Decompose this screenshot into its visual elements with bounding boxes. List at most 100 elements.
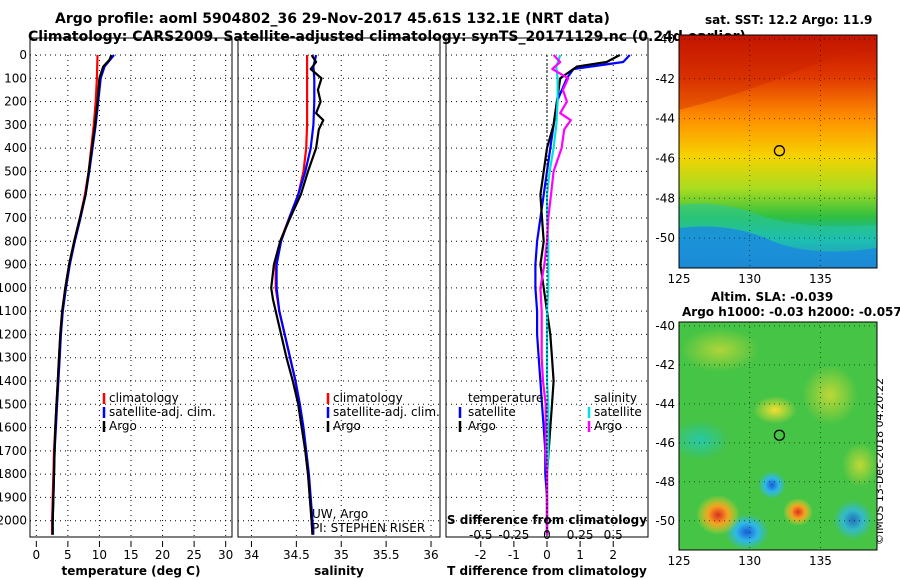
y-tick-label: 1900 — [0, 490, 27, 504]
sla-map: 125 130 135 -40 -42 -44 -46 -48 -50 — [655, 319, 878, 568]
series-line-temperature-argo — [539, 54, 621, 535]
sla-anomaly-low — [833, 500, 873, 540]
map-y-tick-label: -50 — [655, 231, 675, 245]
y-tick-label: 2000 — [0, 514, 27, 528]
figure-title-line1: Argo profile: aoml 5904802_36 29-Nov-201… — [55, 11, 610, 27]
x-tick-label: 35.5 — [373, 548, 400, 562]
plot-frame — [445, 37, 649, 538]
x-tick-label: 15 — [123, 548, 138, 562]
map-y-tick-label: -40 — [655, 32, 675, 46]
map-y-tick-label: -42 — [655, 358, 675, 372]
y-tick-label: 300 — [4, 118, 27, 132]
map-x-tick-label: 135 — [809, 272, 832, 286]
sst-axes: 125 130 135 -40 -42 -44 -46 -48 -50 — [655, 32, 877, 286]
series-line-argo — [270, 54, 325, 535]
plot-frame — [29, 37, 233, 538]
credit-institution: UW, Argo — [312, 507, 369, 521]
sla-anomaly-high — [696, 495, 740, 535]
x-tick-label: 34 — [244, 548, 259, 562]
sst-map: 125 130 135 -40 -42 -44 -46 -48 -50 — [655, 32, 878, 286]
x-tick-label: 0 — [32, 548, 40, 562]
y-tick-label: 1600 — [0, 421, 27, 435]
series-line-argo — [51, 54, 113, 535]
y-tick-label: 0 — [19, 48, 27, 62]
profile-panel-difference: -2 -1 0 1 2 T difference from climatology S di… — [445, 37, 649, 578]
y-tick-label: 1000 — [0, 281, 27, 295]
legend-label: climatology — [333, 391, 403, 405]
y-tick-label: 800 — [4, 234, 27, 248]
sla-anomaly-high — [680, 328, 760, 372]
x-tick-label: -2 — [475, 548, 487, 562]
y-tick-label: 900 — [4, 258, 27, 272]
secondary-tick-label: 0.25 — [567, 528, 594, 542]
map-y-tick-label: -46 — [655, 151, 675, 165]
series-line-satelliteadjclim — [275, 54, 318, 535]
y-tick-label: 1300 — [0, 351, 27, 365]
x-tick-label: 20 — [155, 548, 170, 562]
x-tick-label: 30 — [218, 548, 233, 562]
sla-anomaly-high — [842, 443, 877, 487]
map-y-tick-label: -44 — [655, 112, 675, 126]
x-tick-label: 1 — [576, 548, 584, 562]
pi-credit: UW, Argo PI: STEPHEN RISER — [312, 507, 425, 535]
sla-anomaly-high — [802, 365, 858, 425]
y-tick-label: 400 — [4, 141, 27, 155]
x-axis-label: salinity — [314, 564, 364, 578]
map-y-tick-label: -40 — [655, 319, 675, 333]
secondary-tick-label: -0.5 — [469, 528, 492, 542]
sst-warm-band — [679, 35, 877, 110]
legend-label: satellite-adj. clim. — [333, 405, 440, 419]
x-tick-label: -1 — [508, 548, 520, 562]
sla-frame — [678, 321, 878, 551]
legend-title: salinity — [594, 391, 637, 405]
sla-anomaly-low — [679, 420, 730, 460]
sst-cold-band — [679, 226, 877, 268]
legend-label: Argo — [109, 419, 137, 433]
legend-label: satellite-adj. clim. — [109, 405, 216, 419]
profile-panel-salinity: 34 34.5 35 35.5 36 salinity — [237, 37, 441, 578]
y-tick-label: 700 — [4, 211, 27, 225]
sst-map-title: sat. SST: 12.2 Argo: 11.9 — [705, 13, 873, 27]
secondary-tick-label: -0.25 — [498, 528, 529, 542]
legend-label: Argo — [594, 419, 622, 433]
y-tick-label: 1800 — [0, 467, 27, 481]
map-y-tick-label: -48 — [655, 191, 675, 205]
series-line-satelliteadjclim — [51, 54, 115, 535]
x-tick-label: 25 — [186, 548, 201, 562]
credit-pi: PI: STEPHEN RISER — [312, 521, 426, 535]
sla-axes: 125 130 135 -40 -42 -44 -46 -48 -50 — [655, 319, 877, 568]
map-x-tick-label: 130 — [738, 272, 761, 286]
map-y-tick-label: -44 — [655, 397, 675, 411]
y-tick-label: 1400 — [0, 374, 27, 388]
sla-anomaly-high — [783, 498, 813, 526]
y-tick-label: 1100 — [0, 304, 27, 318]
legend-label: Argo — [333, 419, 361, 433]
series-line-temperature-satellite — [534, 54, 631, 535]
sla-map-title: Altim. SLA: -0.039 — [711, 290, 834, 304]
sst-argo-location-marker — [773, 145, 786, 157]
x-tick-label: 34.5 — [283, 548, 310, 562]
x-tick-label: 0 — [543, 548, 551, 562]
map-y-tick-label: -50 — [655, 514, 675, 528]
legend-difference: temperature salinitysatelliteArgosatellit… — [458, 391, 642, 433]
y-tick-label: 600 — [4, 188, 27, 202]
y-tick-label: 1500 — [0, 397, 27, 411]
x-tick-label: 35 — [334, 548, 349, 562]
x-tick-label: 36 — [423, 548, 438, 562]
sla-anomaly-low — [758, 471, 786, 499]
map-x-tick-label: 130 — [738, 554, 761, 568]
plot-frame — [237, 37, 441, 538]
legend-title: temperature — [468, 391, 543, 405]
legend-label: satellite — [468, 405, 516, 419]
map-x-tick-label: 135 — [809, 554, 832, 568]
map-y-tick-label: -48 — [655, 475, 675, 489]
x-axis-label: T difference from climatology — [447, 564, 647, 578]
figure-title-line2: Climatology: CARS2009. Satellite-adjuste… — [28, 29, 746, 45]
x-tick-label: 5 — [64, 548, 72, 562]
y-tick-label: 200 — [4, 95, 27, 109]
y-tick-label: 1200 — [0, 327, 27, 341]
